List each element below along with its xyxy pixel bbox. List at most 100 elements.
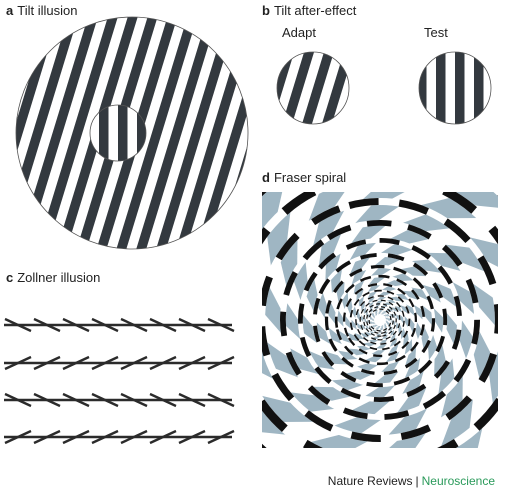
spiral-check-tile (386, 317, 389, 321)
panel-a-title-text: Tilt illusion (17, 3, 78, 18)
panel-d-title: d Fraser spiral (262, 170, 346, 185)
spiral-check-tile (371, 321, 374, 325)
zollner-hatch (178, 355, 206, 371)
test-stripe (474, 52, 484, 124)
spiral-check-tile (384, 314, 389, 317)
panel-c-title: c Zollner illusion (6, 270, 100, 285)
spiral-check-tile (344, 314, 353, 330)
spiral-check-tile (356, 287, 365, 303)
zollner-hatch (120, 429, 148, 445)
spiral-cord-black (355, 295, 405, 345)
spiral-check-tile (377, 312, 381, 315)
test-stripe (419, 52, 427, 124)
spiral-check-tile (403, 315, 410, 329)
zollner-hatch (207, 355, 235, 371)
zollner-hatch (33, 317, 61, 333)
spiral-check-tile (431, 306, 446, 336)
zollner-hatch (4, 317, 32, 333)
credit-separator: | (415, 474, 419, 488)
adapt-label: Adapt (282, 25, 316, 40)
spiral-check-tile (351, 201, 404, 228)
panel-a-title: a Tilt illusion (6, 3, 77, 18)
spiral-check-tile (375, 311, 378, 315)
spiral-check-tile (377, 326, 381, 328)
spiral-check-tile (367, 276, 386, 287)
spiral-check-tile (378, 311, 383, 313)
zollner-hatch (120, 355, 148, 371)
spiral-check-tile (388, 321, 390, 328)
surround-stripe (19, 17, 146, 249)
spiral-check-tile (381, 312, 386, 314)
spiral-check-tile (285, 391, 340, 413)
panel-b-title: b Tilt after-effect (262, 3, 356, 18)
spiral-check-tile (302, 192, 316, 198)
spiral-check-tile (348, 240, 379, 264)
zollner-hatch (91, 429, 119, 445)
spiral-check-tile (371, 316, 373, 321)
spiral-check-tile (360, 301, 365, 313)
center-stripe (118, 105, 128, 161)
spiral-cord-black (359, 299, 401, 341)
spiral-check-tile (372, 321, 376, 324)
spiral-check-tile (380, 326, 384, 329)
spiral-check-tile (374, 309, 379, 313)
spiral-check-tile (266, 206, 292, 272)
journal-credit: Nature Reviews | Neuroscience (328, 474, 495, 488)
surround-stripe (16, 17, 91, 249)
panel-c-letter: c (6, 270, 14, 285)
panel-c-title-text: Zollner illusion (17, 270, 101, 285)
spiral-check-tile (372, 318, 375, 322)
spiral-check-tile (370, 348, 387, 356)
test-grating (418, 51, 492, 125)
spiral-check-tile (358, 295, 365, 309)
spiral-check-tile (389, 325, 393, 333)
spiral-cord-black (363, 303, 397, 337)
zollner-hatch (207, 317, 235, 333)
spiral-check-tile (204, 311, 249, 382)
spiral-check-tile (398, 304, 409, 315)
zollner-hatch (178, 429, 206, 445)
spiral-cord-black (262, 197, 498, 443)
spiral-check-tile (336, 308, 345, 329)
zollner-hatch (91, 392, 119, 408)
spiral-cord-black (334, 274, 426, 366)
spiral-check-tile (375, 342, 388, 350)
journal-name: Nature Reviews (327, 474, 413, 488)
fraser-spiral-figure (204, 192, 498, 448)
zollner-hatch (178, 392, 206, 408)
spiral-check-tile (283, 299, 304, 343)
spiral-check-tile (374, 324, 378, 326)
spiral-check-tile (394, 293, 411, 301)
spiral-check-tile (335, 350, 360, 360)
spiral-check-tile (346, 348, 367, 356)
test-stripe (455, 52, 465, 124)
zollner-illusion-figure (4, 317, 235, 445)
spiral-check-tile (372, 313, 375, 318)
spiral-check-tile (384, 325, 387, 331)
spiral-check-tile (398, 313, 405, 325)
zollner-hatch (207, 429, 235, 445)
zollner-hatch (62, 429, 90, 445)
tilt-center-patch (90, 105, 146, 161)
spiral-check-tile (350, 318, 359, 331)
spiral-check-tile (262, 295, 264, 325)
spiral-check-tile (375, 300, 384, 305)
zollner-hatch (207, 392, 235, 408)
spiral-check-tile (373, 315, 375, 319)
panel-b-letter: b (262, 3, 270, 18)
zollner-hatch (33, 429, 61, 445)
spiral-check-tile (386, 313, 391, 318)
zollner-hatch (91, 355, 119, 371)
zollner-hatch (4, 355, 32, 371)
spiral-check-tile (376, 295, 387, 301)
spiral-cord-black (312, 252, 448, 388)
panel-d-title-text: Fraser spiral (273, 170, 347, 185)
spiral-check-tile (353, 332, 366, 340)
spiral-cord-black (342, 282, 417, 357)
spiral-check-tile (369, 266, 393, 278)
spiral-check-tile (372, 325, 377, 327)
spiral-check-tile (437, 354, 455, 398)
spiral-check-tile (359, 332, 370, 338)
surround-stripe (91, 17, 218, 249)
spiral-check-tile (384, 322, 386, 327)
